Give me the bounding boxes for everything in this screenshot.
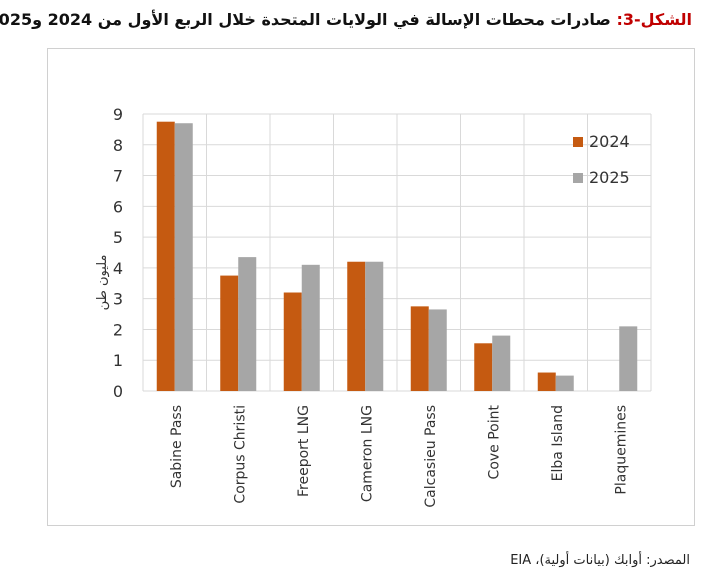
- y-tick-label: 1: [113, 351, 123, 370]
- bar-2024: [537, 372, 556, 391]
- legend-swatch-2025: [573, 173, 583, 183]
- bar-2024: [156, 121, 175, 391]
- bar-2024: [474, 343, 493, 391]
- legend-swatch-2024: [573, 137, 583, 147]
- y-tick-label: 8: [113, 136, 123, 155]
- y-tick-label: 9: [113, 105, 123, 124]
- bar-2025: [492, 335, 511, 391]
- x-tick-label: Corpus Christi: [232, 405, 248, 504]
- bar-2024: [347, 261, 366, 391]
- y-tick-label: 4: [113, 259, 123, 278]
- x-tick-label: Freeport LNG: [296, 405, 312, 497]
- y-tick-label: 7: [113, 167, 123, 186]
- figure-label: الشكل-3:: [616, 10, 692, 29]
- x-tick-label: Cameron LNG: [359, 405, 375, 502]
- x-tick-label: Calcasieu Pass: [423, 405, 439, 508]
- figure-title: الشكل-3: صادرات محطات الإسالة في الولايا…: [0, 10, 692, 29]
- y-tick-label: 3: [113, 290, 123, 309]
- x-tick-label: Cove Point: [486, 404, 502, 479]
- bar-2025: [301, 264, 320, 391]
- bar-2025: [238, 257, 257, 391]
- legend-label-2024: 2024: [589, 132, 630, 151]
- figure-title-text: صادرات محطات الإسالة في الولايات المتحدة…: [0, 10, 611, 29]
- bar-2024: [410, 306, 429, 391]
- y-tick-label: 0: [113, 382, 123, 401]
- legend-label-2025: 2025: [589, 168, 630, 187]
- bar-2025: [365, 261, 384, 391]
- bar-2025: [428, 309, 447, 391]
- bar-2024: [283, 292, 302, 391]
- x-tick-label: Sabine Pass: [169, 405, 185, 488]
- y-tick-label: 5: [113, 228, 123, 247]
- bar-chart: 0 1 2 3 4 5 6 7 8 9 Sabine Pass Corpus Christi Freep…: [95, 105, 652, 508]
- y-tick-label: 2: [113, 320, 123, 339]
- bar-2025: [555, 375, 574, 391]
- source-note: المصدر: أوابك (بيانات أولية)، EIA: [510, 553, 690, 568]
- bar-2025: [619, 326, 638, 391]
- bar-2024: [220, 275, 239, 391]
- chart-frame: 0 1 2 3 4 5 6 7 8 9 Sabine Pass Corpus Christi Freep…: [47, 48, 695, 526]
- x-tick-label: Plaquemines: [613, 405, 629, 495]
- y-axis-label: مليون طن: [95, 255, 110, 311]
- bar-2025: [174, 123, 193, 391]
- x-tick-label: Elba Island: [550, 405, 566, 481]
- y-tick-label: 6: [113, 197, 123, 216]
